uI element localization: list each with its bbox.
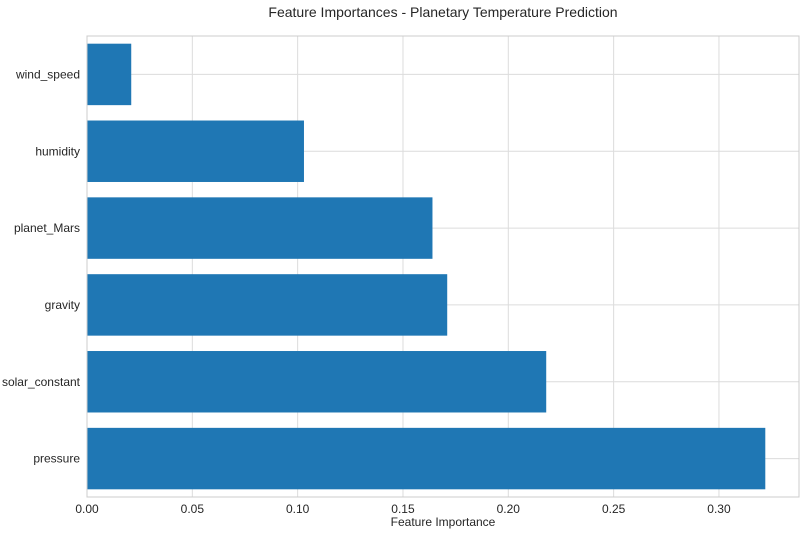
x-tick-label: 0.10 xyxy=(286,502,310,516)
x-tick-labels: 0.00 0.05 0.10 0.15 0.20 0.25 0.30 xyxy=(75,502,731,516)
y-tick-label: solar_constant xyxy=(2,375,81,389)
y-tick-label: pressure xyxy=(33,452,80,466)
bar-pressure xyxy=(87,427,766,490)
bars xyxy=(87,43,766,490)
plot-border xyxy=(86,35,800,498)
axes-frame xyxy=(86,35,800,498)
y-tick-label: humidity xyxy=(35,144,80,158)
x-tick-label: 0.25 xyxy=(602,502,626,516)
x-tick-label: 0.15 xyxy=(391,502,415,516)
bar-gravity xyxy=(87,274,448,336)
x-tick-label: 0.05 xyxy=(181,502,205,516)
bar-solar_constant xyxy=(87,351,547,413)
bar-humidity xyxy=(87,120,304,182)
x-tick-label: 0.20 xyxy=(497,502,521,516)
y-tick-label: planet_Mars xyxy=(14,221,80,235)
chart-title: Feature Importances - Planetary Temperat… xyxy=(268,4,617,20)
y-tick-label: wind_speed xyxy=(15,67,80,81)
x-tick-label: 0.00 xyxy=(75,502,99,516)
bar-wind_speed xyxy=(87,43,132,106)
bar-planet_Mars xyxy=(87,197,433,259)
x-axis-label: Feature Importance xyxy=(391,515,496,529)
x-tick-label: 0.30 xyxy=(707,502,731,516)
y-tick-label: gravity xyxy=(45,298,80,312)
